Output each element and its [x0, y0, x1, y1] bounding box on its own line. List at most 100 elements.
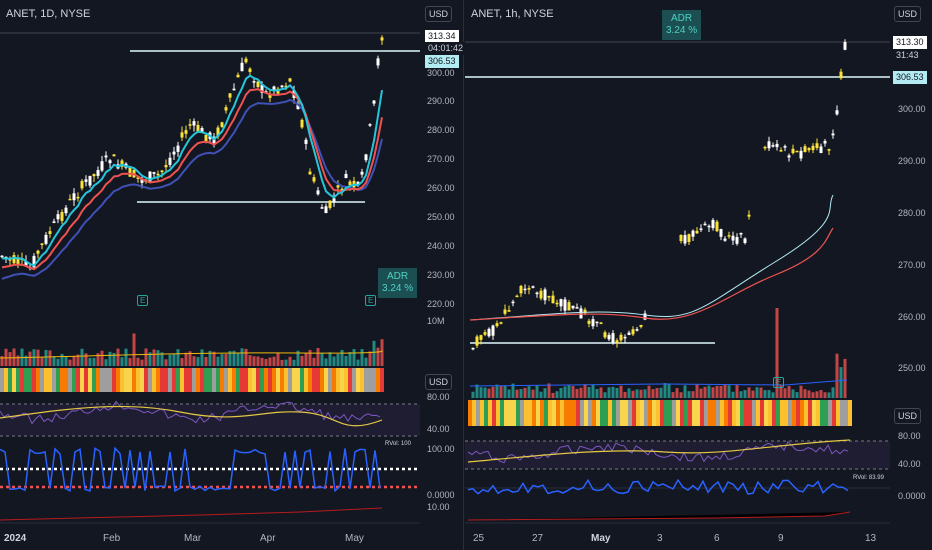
hourly-currency-button[interactable]: USD	[894, 6, 922, 22]
volume-bar	[807, 390, 811, 398]
volume-bar	[583, 384, 587, 398]
candle-body	[84, 179, 88, 182]
volume-bar	[164, 359, 168, 366]
candle-body	[360, 171, 364, 175]
daily-rsi-currency-button[interactable]: USD	[425, 374, 453, 390]
volume-bar	[260, 357, 264, 366]
heat-strip-cell	[300, 368, 304, 392]
candle-body	[515, 295, 519, 298]
volume-bar	[795, 392, 799, 398]
volume-bar	[348, 352, 352, 366]
volume-bar	[595, 388, 599, 398]
volume-bar	[655, 388, 659, 398]
volume-bar	[647, 385, 651, 398]
volume-bar	[272, 356, 276, 366]
heat-strip-cell	[188, 368, 192, 392]
candle-body	[787, 155, 791, 158]
rsi-ma-line	[467, 439, 851, 463]
heat-strip-cell	[12, 368, 16, 392]
candle-body	[188, 124, 192, 126]
heat-strip-cell	[252, 368, 256, 392]
volume-bar	[587, 387, 591, 398]
daily-volume-tick: 10M	[427, 316, 445, 326]
heat-strip-cell	[136, 368, 140, 392]
heat-strip-cell	[304, 368, 308, 392]
candle-body	[507, 310, 511, 312]
volume-bar	[767, 390, 771, 398]
heat-strip-cell	[832, 400, 836, 426]
heat-strip-cell	[552, 400, 556, 426]
volume-bar	[116, 348, 120, 366]
candle-body	[224, 107, 228, 111]
heat-strip-cell	[316, 368, 320, 392]
heat-strip-cell	[704, 400, 708, 426]
candle-body	[184, 130, 188, 134]
volume-bar	[727, 385, 731, 398]
candle-body	[495, 323, 499, 327]
candle-body	[120, 160, 124, 167]
heat-strip-cell	[560, 400, 564, 426]
heat-strip-cell	[808, 400, 812, 426]
heat-strip-cell	[824, 400, 828, 426]
volume-bar	[575, 388, 579, 398]
volume-bar	[308, 349, 312, 366]
candle-body	[491, 325, 495, 336]
candle-body	[811, 145, 815, 151]
hourly-chart-pane[interactable]: ANET, 1h, NYSE USD ADR 3.24 % 313.30 31:…	[465, 0, 932, 550]
candle-body	[595, 321, 599, 324]
candle-body	[192, 121, 196, 126]
daily-y-tick: 280.00	[427, 125, 455, 135]
earnings-icon[interactable]: E	[137, 295, 149, 306]
candle-body	[200, 128, 204, 133]
hourly-x-label: 3	[657, 533, 663, 544]
heat-strip-cell	[740, 400, 744, 426]
candle-body	[783, 146, 787, 148]
candle-body	[228, 93, 232, 98]
candle-body	[599, 322, 603, 325]
volume-bar	[611, 386, 615, 398]
earnings-icon[interactable]: E	[773, 377, 785, 388]
volume-bar	[535, 385, 539, 398]
earnings-icon[interactable]: E	[365, 295, 377, 306]
heat-strip-cell	[240, 368, 244, 392]
candle-body	[148, 171, 152, 183]
volume-bar	[643, 389, 647, 398]
heat-strip-cell	[712, 400, 716, 426]
heat-strip-cell	[124, 368, 128, 392]
volume-bar	[276, 352, 280, 366]
heat-strip-cell	[520, 400, 524, 426]
heat-strip-cell	[196, 368, 200, 392]
heat-strip-cell	[184, 368, 188, 392]
candle-body	[711, 219, 715, 229]
heat-strip-cell	[584, 400, 588, 426]
volume-bar	[631, 390, 635, 398]
heat-strip-cell	[280, 368, 284, 392]
volume-bar	[56, 358, 60, 366]
daily-chart-pane[interactable]: ANET, 1D, NYSE USD 313.34 04:01:42 306.5…	[0, 0, 467, 550]
candle-body	[607, 334, 611, 340]
heat-strip-cell	[576, 400, 580, 426]
heat-strip-cell	[216, 368, 220, 392]
heat-strip-cell	[204, 368, 208, 392]
volume-bar	[192, 356, 196, 366]
heat-strip-cell	[36, 368, 40, 392]
volume-bar	[92, 357, 96, 366]
candle-body	[232, 88, 236, 91]
heat-strip-cell	[588, 400, 592, 426]
candle-body	[511, 301, 515, 304]
adr-value: 3.24 %	[382, 283, 414, 294]
candle-body	[152, 172, 156, 174]
heat-strip-cell	[772, 400, 776, 426]
volume-bar	[751, 390, 755, 398]
hourly-rsi-currency-button[interactable]: USD	[894, 408, 922, 424]
candle-body	[603, 332, 607, 338]
candle-body	[799, 150, 803, 159]
candle-body	[176, 145, 180, 152]
volume-bar	[352, 349, 356, 366]
daily-currency-button[interactable]: USD	[425, 6, 453, 22]
heat-strip-cell	[608, 400, 612, 426]
volume-bar	[519, 388, 523, 398]
hourly-ticker-title: ANET, 1h, NYSE	[471, 8, 554, 20]
volume-bar	[324, 358, 328, 366]
heat-strip-cell	[264, 368, 268, 392]
